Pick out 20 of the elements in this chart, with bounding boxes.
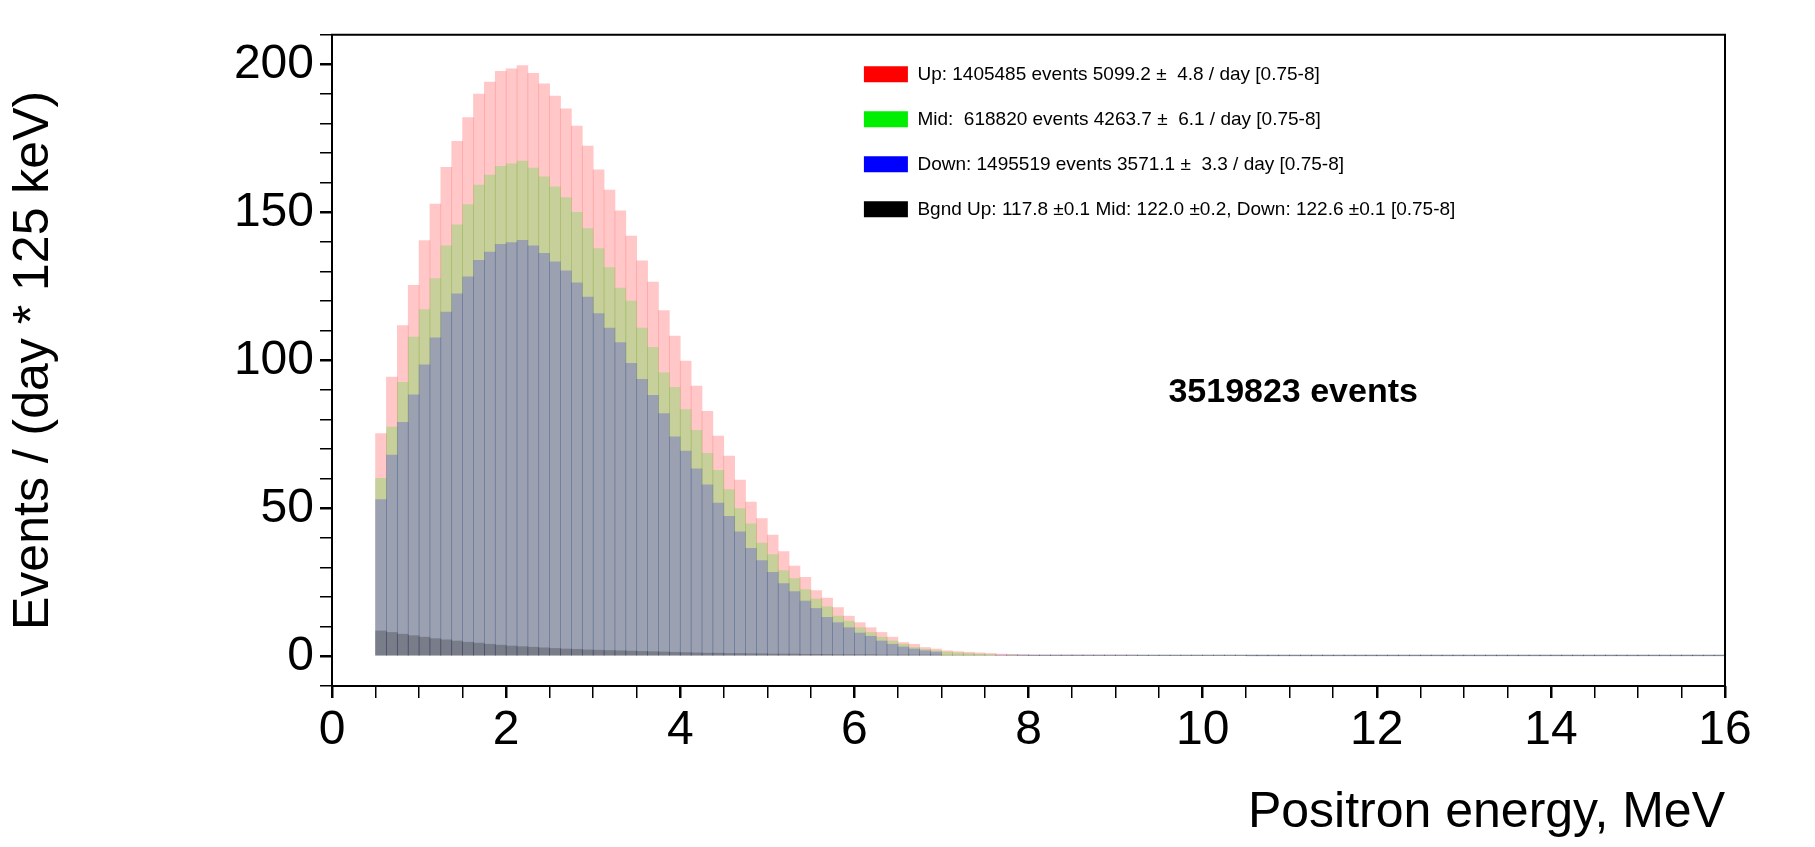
y-tick-label: 200 [233, 34, 314, 88]
y-axis-title: Events / (day * 125 keV) [2, 90, 59, 630]
x-tick-label: 2 [492, 701, 520, 755]
legend-label: Bgnd Up: 117.8 ±0.1 Mid: 122.0 ±0.2, Down: 122.6 ±0.1 [0.75-8] [917, 197, 1456, 219]
x-tick-label: 8 [1015, 701, 1042, 755]
annotation: 3519823 events [1168, 371, 1418, 410]
legend-label: Down: 1495519 events 3571.1 ± 3.3 / day [0.75-8] [917, 152, 1345, 174]
legend-label: Mid: 618820 events 4263.7 ± 6.1 / day [0.75-8] [917, 107, 1321, 129]
y-tick-label: 50 [260, 478, 314, 532]
x-tick-label: 6 [841, 701, 868, 755]
y-tick-label: 100 [233, 330, 314, 384]
x-tick-label: 12 [1350, 701, 1404, 755]
x-tick-label: 10 [1175, 701, 1230, 755]
y-tick-label: 0 [287, 626, 314, 680]
x-tick-label: 14 [1524, 701, 1578, 755]
x-tick-label: 4 [666, 701, 694, 755]
legend-label: Up: 1405485 events 5099.2 ± 4.8 / day [0.75-8] [917, 62, 1320, 84]
x-tick-label: 16 [1698, 701, 1752, 755]
x-axis-title: Positron energy, MeV [1247, 781, 1726, 838]
y-tick-label: 150 [233, 182, 314, 236]
